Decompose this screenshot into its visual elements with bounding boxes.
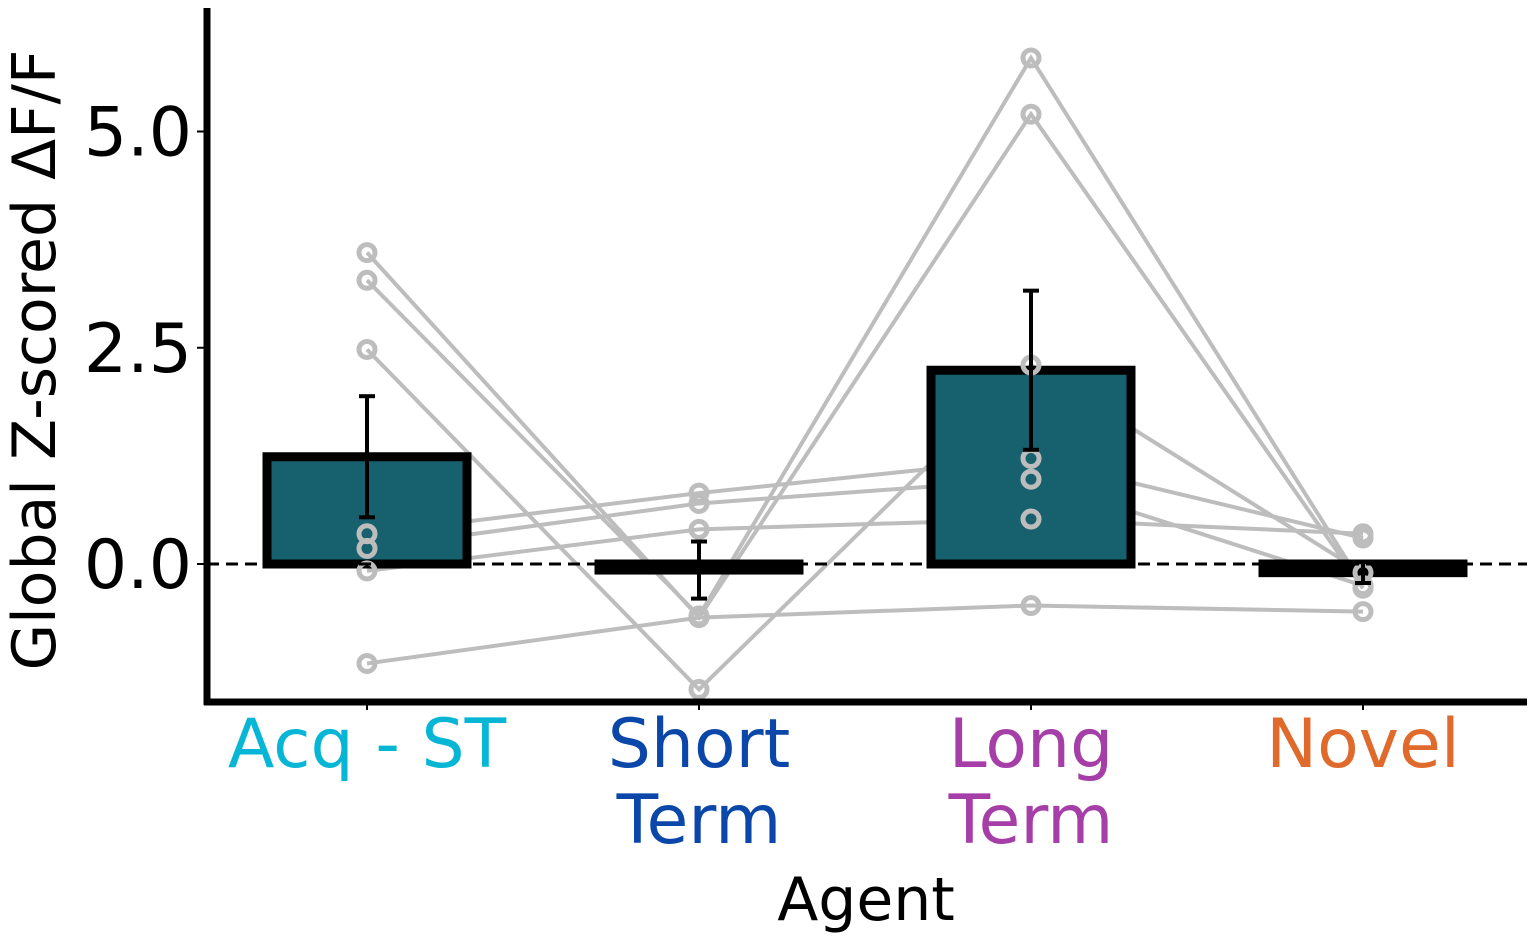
x-tick-label: Acq - ST xyxy=(228,705,507,784)
subject-point xyxy=(1020,47,1042,69)
subject-point xyxy=(1352,523,1374,545)
subject-points xyxy=(356,47,1374,700)
subject-point xyxy=(356,537,378,559)
subject-point xyxy=(1020,508,1042,530)
subject-line xyxy=(366,517,1364,573)
x-axis-title: Agent xyxy=(777,865,955,935)
x-tick-label: Short xyxy=(608,705,790,784)
subject-point xyxy=(1020,468,1042,490)
subject-point xyxy=(356,338,378,360)
subject-point xyxy=(1020,103,1042,125)
x-tick-label: Long xyxy=(949,705,1114,784)
subject-point xyxy=(1020,595,1042,617)
subject-point xyxy=(688,678,710,700)
y-tick-label: 0.0 xyxy=(84,526,192,605)
subject-line xyxy=(366,456,1364,540)
subject-point xyxy=(1352,601,1374,623)
y-tick-label: 2.5 xyxy=(84,310,192,389)
subject-point xyxy=(688,482,710,504)
subject-point xyxy=(356,242,378,264)
x-tick-label: Term xyxy=(948,781,1114,860)
axes xyxy=(203,8,1527,706)
subject-point xyxy=(356,269,378,291)
subject-line xyxy=(365,54,1365,620)
y-axis-title: Global Z-scored ΔF/F xyxy=(0,50,70,671)
subject-line xyxy=(365,348,1365,693)
subject-lines xyxy=(365,54,1365,693)
y-tick-labels: 0.0 2.5 5.0 xyxy=(84,94,207,605)
subject-line xyxy=(365,110,1365,621)
subject-point xyxy=(688,607,710,629)
subject-point xyxy=(356,652,378,674)
y-tick-label: 5.0 xyxy=(84,94,192,173)
subject-line xyxy=(366,603,1364,666)
error-bars xyxy=(359,288,1371,601)
x-tick-label: Term xyxy=(616,781,782,860)
x-tick-label: Novel xyxy=(1266,705,1459,784)
subject-point xyxy=(688,518,710,540)
subject-point xyxy=(688,492,710,514)
subject-line xyxy=(366,477,1364,588)
